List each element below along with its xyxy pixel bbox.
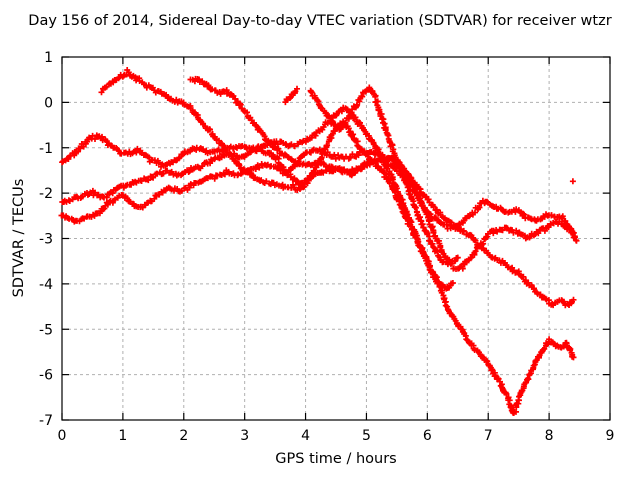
svg-text:1: 1 xyxy=(44,50,53,66)
svg-text:-7: -7 xyxy=(39,413,53,429)
axis-ticks xyxy=(61,56,611,421)
svg-text:7: 7 xyxy=(484,428,493,444)
svg-text:5: 5 xyxy=(362,428,371,444)
x-tick-labels: 0 1 2 3 4 5 6 7 8 9 xyxy=(58,428,615,444)
svg-text:3: 3 xyxy=(240,428,249,444)
svg-text:8: 8 xyxy=(545,428,554,444)
gridlines xyxy=(62,57,610,420)
svg-text:1: 1 xyxy=(118,428,127,444)
track-3 xyxy=(58,153,580,272)
svg-text:2: 2 xyxy=(179,428,188,444)
svg-text:-5: -5 xyxy=(39,322,53,338)
svg-text:9: 9 xyxy=(606,428,615,444)
track-7 xyxy=(307,84,461,268)
svg-text:6: 6 xyxy=(423,428,432,444)
track-5 xyxy=(187,75,578,240)
svg-text:-3: -3 xyxy=(39,232,53,248)
svg-text:0: 0 xyxy=(58,428,67,444)
data-series xyxy=(58,67,580,416)
track-6 xyxy=(282,85,300,106)
x-axis-label: GPS time / hours xyxy=(275,451,397,467)
y-tick-labels: -7 -6 -5 -4 -3 -2 -1 0 1 xyxy=(39,50,53,429)
svg-text:-4: -4 xyxy=(39,277,53,293)
svg-text:-2: -2 xyxy=(39,186,53,202)
svg-text:4: 4 xyxy=(301,428,310,444)
svg-text:-6: -6 xyxy=(39,368,53,384)
svg-text:-1: -1 xyxy=(39,141,53,157)
chart-title: Day 156 of 2014, Sidereal Day-to-day VTE… xyxy=(28,13,612,29)
svg-text:0: 0 xyxy=(44,95,53,111)
track-2 xyxy=(59,104,577,416)
track-8-isolated-point xyxy=(569,178,576,185)
track-4 xyxy=(98,67,456,292)
